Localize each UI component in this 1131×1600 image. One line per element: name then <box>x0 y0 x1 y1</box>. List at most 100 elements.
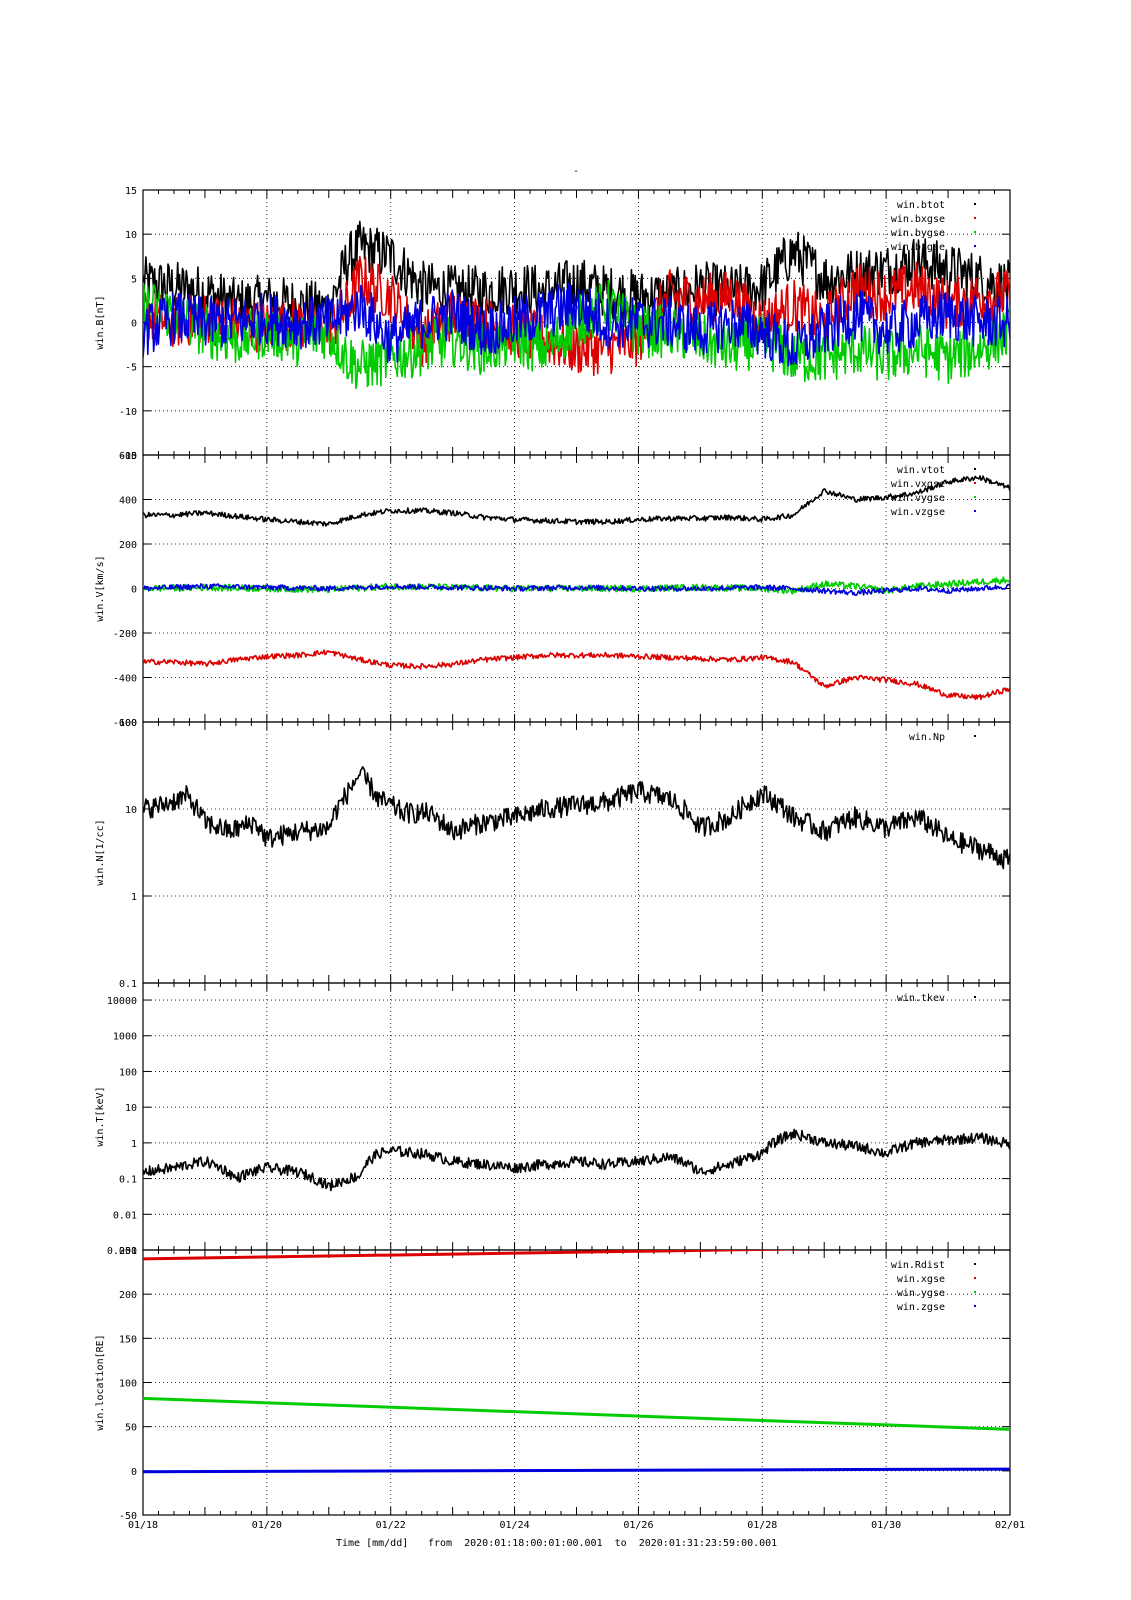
legend-label: win.bzgse <box>891 242 945 253</box>
legend: win.Rdist win.xgse win.ygse win.zgse <box>891 1260 976 1313</box>
y-tick-label: -600 <box>113 718 137 729</box>
time-range-label: from 2020:01:18:00:01:00.001 to 2020:01:… <box>428 1538 777 1549</box>
x-tick-label: 01/22 <box>376 1520 406 1531</box>
legend: win.Np <box>909 732 976 743</box>
legend-label: win.ygse <box>897 1288 945 1299</box>
legend-marker <box>974 203 976 205</box>
y-tick-label: 50 <box>125 1423 137 1434</box>
y-axis-title: win.N[1/cc] <box>95 819 106 885</box>
y-tick-label: -10 <box>119 407 137 418</box>
y-tick-label: 1000 <box>113 1032 137 1043</box>
legend-label: win.vxgse <box>891 479 945 490</box>
y-tick-label: 100 <box>119 718 137 729</box>
series-win-xgse <box>143 1250 820 1261</box>
y-tick-label: 1 <box>131 1139 137 1150</box>
legend-marker <box>974 1277 976 1279</box>
legend-marker <box>974 1263 976 1265</box>
legend: win.tkev <box>897 993 976 1004</box>
legend-marker <box>974 1305 976 1307</box>
legend: win.vtot win.vxgse win.vygse win.vzgse <box>891 465 976 518</box>
legend-label: win.bygse <box>891 228 945 239</box>
series-line <box>143 1467 1010 1474</box>
y-tick-label: 10000 <box>107 996 137 1007</box>
series-win-vtot <box>143 475 1010 527</box>
panel-data <box>143 1128 1010 1192</box>
time-axis-label: Time [mm/dd] <box>336 1538 408 1549</box>
y-tick-label: 0.001 <box>107 1246 137 1257</box>
x-tick-label: 01/18 <box>128 1520 158 1531</box>
series-points <box>143 649 1010 701</box>
y-axis-title: win.B[nT] <box>95 295 106 349</box>
panel-data <box>143 766 1010 870</box>
y-tick-label: 100 <box>119 1067 137 1078</box>
x-tick-label: 01/26 <box>623 1520 653 1531</box>
x-tick-label: 01/30 <box>871 1520 901 1531</box>
series-points <box>143 282 1010 367</box>
panel-frame <box>142 982 1011 1251</box>
legend-marker <box>974 468 976 470</box>
series-win-Np <box>143 766 1010 870</box>
panel-5: 250 200 150 100 50 0 -50 win.location[RE] win.Rd… <box>95 1246 1011 1522</box>
series-points <box>143 475 1010 527</box>
y-tick-label: 0 <box>131 1467 137 1478</box>
legend-marker <box>974 496 976 498</box>
y-axis-title: win.V[km/s] <box>95 555 106 621</box>
y-tick-label: 0.1 <box>119 1175 137 1186</box>
y-tick-label: 10 <box>125 230 137 241</box>
legend-label: win.xgse <box>897 1274 945 1285</box>
legend-label: win.Np <box>909 732 945 743</box>
series-points <box>143 766 1010 870</box>
y-tick-label: 0 <box>131 319 137 330</box>
series-line <box>143 1396 1010 1431</box>
panel-2: 600 400 200 0 -200 -400 -600 win.V[km/s] win.vto… <box>95 451 1011 729</box>
panel-3: 100 10 1 0.1 win.N[1/cc] win.Np <box>95 718 1011 990</box>
y-tick-label: 150 <box>119 1334 137 1345</box>
y-tick-label: 200 <box>119 1290 137 1301</box>
legend-marker <box>974 245 976 247</box>
legend-label: win.vygse <box>891 493 945 504</box>
series-win-ygse <box>143 1396 1010 1431</box>
legend-marker <box>974 482 976 484</box>
legend-marker <box>974 1291 976 1293</box>
panel-4: 10000 1000 100 10 1 0.1 0.01 0.001 win.T[keV] win… <box>95 982 1011 1257</box>
panels: 151050-5-10-15win.B[nT]win.btotwin.bxgse… <box>95 186 1011 1522</box>
x-tick-label: 02/01 <box>995 1520 1025 1531</box>
y-tick-label: -50 <box>119 1511 137 1522</box>
series-win-vxgse <box>143 649 1010 701</box>
panel-data <box>143 1250 1010 1474</box>
y-tick-label: 15 <box>125 186 137 197</box>
y-tick-label: -5 <box>125 363 137 374</box>
y-tick-label: -200 <box>113 629 137 640</box>
legend: win.btot win.bxgse win.bygse win.bzgse <box>891 200 976 253</box>
y-tick-label: 250 <box>119 1246 137 1257</box>
legend-label: win.vtot <box>897 465 945 476</box>
series-win-bzgse <box>143 282 1010 367</box>
legend-marker <box>974 996 976 998</box>
legend-marker <box>974 231 976 233</box>
y-tick-label: 10 <box>125 805 137 816</box>
x-tick-label: 01/24 <box>500 1520 530 1531</box>
y-tick-label: 200 <box>119 540 137 551</box>
series-win-tkev <box>143 1128 1010 1192</box>
time-axis: 01/18 01/20 01/22 01/24 01/26 01/28 01/30 02/01 <box>128 1520 1025 1531</box>
y-tick-label: 5 <box>131 274 137 285</box>
x-tick-label: 01/28 <box>747 1520 777 1531</box>
legend-marker <box>974 510 976 512</box>
y-tick-label: 0 <box>131 585 137 596</box>
y-tick-label: 600 <box>119 451 137 462</box>
y-tick-label: -15 <box>119 451 137 462</box>
legend-marker <box>974 217 976 219</box>
series-line <box>143 1250 820 1261</box>
series-win-vzgse <box>143 583 1010 597</box>
legend-label: win.bxgse <box>891 214 945 225</box>
y-tick-label: 10 <box>125 1103 137 1114</box>
series-points <box>143 583 1010 597</box>
y-tick-label: 0.1 <box>119 979 137 990</box>
y-tick-label: 1 <box>131 892 137 903</box>
y-tick-label: -400 <box>113 674 137 685</box>
page-title: - <box>573 166 579 177</box>
series-points <box>143 1128 1010 1192</box>
legend-label: win.vzgse <box>891 507 945 518</box>
y-tick-label: 0.01 <box>113 1210 137 1221</box>
